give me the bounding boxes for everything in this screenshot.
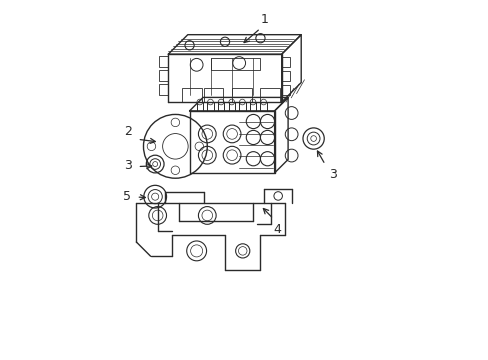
Bar bbox=[218, 102, 224, 111]
Bar bbox=[228, 102, 234, 111]
Bar bbox=[281, 85, 289, 95]
Text: 3: 3 bbox=[124, 159, 132, 172]
Bar bbox=[260, 88, 279, 102]
Text: 5: 5 bbox=[122, 190, 131, 203]
Bar bbox=[232, 88, 251, 102]
Bar bbox=[196, 102, 203, 111]
Bar bbox=[239, 102, 245, 111]
Text: 2: 2 bbox=[124, 125, 132, 138]
Bar bbox=[182, 88, 202, 102]
Bar bbox=[159, 70, 168, 81]
Bar bbox=[203, 88, 223, 102]
Bar bbox=[260, 102, 266, 111]
Bar bbox=[159, 56, 168, 67]
Text: 3: 3 bbox=[328, 168, 336, 181]
Bar bbox=[159, 84, 168, 95]
Bar bbox=[281, 57, 289, 67]
Bar bbox=[281, 71, 289, 81]
Bar bbox=[207, 102, 213, 111]
Bar bbox=[210, 58, 260, 70]
Text: 4: 4 bbox=[273, 222, 281, 235]
Bar bbox=[249, 102, 256, 111]
Text: 1: 1 bbox=[261, 13, 268, 26]
